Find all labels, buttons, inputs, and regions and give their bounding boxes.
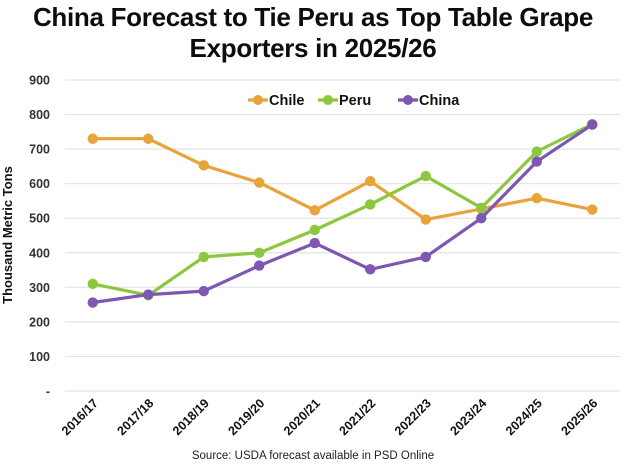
x-tick-label: 2017/18 <box>115 396 157 438</box>
x-tick-label: 2024/25 <box>503 396 545 438</box>
y-tick-label: 300 <box>29 281 50 295</box>
x-tick-label: 2022/23 <box>392 396 434 438</box>
series-lines <box>87 119 598 308</box>
y-axis-ticks: - 100 200 300 400 500 600 700 800 900 <box>29 74 50 399</box>
chart-title-line-1: China Forecast to Tie Peru as Top Table … <box>32 2 594 32</box>
data-point-chile <box>531 192 542 204</box>
y-tick-label: 800 <box>29 108 50 122</box>
data-point-china <box>476 213 487 224</box>
series-line-peru <box>91 122 594 297</box>
x-tick-label: 2023/24 <box>448 396 490 438</box>
y-tick-label: 700 <box>29 143 50 157</box>
chart-title-line-2: Exporters in 2025/26 <box>189 33 437 63</box>
x-axis-ticks: 2016/17 2017/18 2018/19 2019/20 2020/21 2021/… <box>59 396 600 438</box>
y-tick-label: 400 <box>29 246 50 260</box>
legend-marker-icon <box>253 95 263 105</box>
data-point-peru <box>365 199 376 210</box>
data-point-china <box>365 264 376 275</box>
y-tick-label: 600 <box>29 177 50 191</box>
data-point-chile <box>143 133 154 144</box>
data-point-china <box>143 289 154 300</box>
x-tick-label: 2018/19 <box>170 396 212 438</box>
data-point-chile <box>420 214 431 225</box>
data-point-china <box>254 260 265 271</box>
legend: Chile Peru China <box>248 93 460 109</box>
y-tick-label: - <box>46 385 50 399</box>
chart-title: China Forecast to Tie Peru as Top Table … <box>0 2 626 64</box>
data-point-china <box>420 251 431 263</box>
y-tick-label: 900 <box>29 74 50 88</box>
data-point-chile <box>587 204 598 215</box>
y-axis-label: Thousand Metric Tons <box>0 166 15 304</box>
y-tick-label: 100 <box>29 350 50 364</box>
data-point-china <box>587 119 598 130</box>
legend-label: Peru <box>339 93 371 109</box>
legend-item-chile: Chile <box>248 93 304 109</box>
data-point-peru <box>420 170 431 182</box>
series-china <box>87 119 598 308</box>
data-point-chile <box>198 160 209 171</box>
data-point-peru <box>198 251 209 263</box>
gridlines <box>65 79 620 392</box>
x-tick-label: 2025/26 <box>559 396 601 438</box>
x-tick-label: 2019/20 <box>226 396 268 438</box>
data-point-peru <box>476 202 487 214</box>
data-point-china <box>198 285 209 297</box>
series-line-chile <box>91 137 594 222</box>
data-point-china <box>87 297 98 308</box>
x-tick-label: 2016/17 <box>59 396 101 438</box>
series-line-china <box>91 122 594 305</box>
data-point-china <box>531 156 542 167</box>
data-point-chile <box>87 133 98 144</box>
data-point-chile <box>309 205 320 216</box>
legend-item-china: China <box>398 93 460 109</box>
data-point-chile <box>254 177 265 188</box>
data-point-peru <box>254 247 265 258</box>
data-point-china <box>309 237 320 249</box>
data-point-peru <box>87 278 98 290</box>
legend-marker-icon <box>403 95 413 105</box>
y-tick-label: 500 <box>29 212 50 226</box>
source-note: Source: USDA forecast available in PSD O… <box>191 450 435 462</box>
data-point-peru <box>531 146 542 157</box>
legend-marker-icon <box>323 95 333 105</box>
data-point-peru <box>309 224 320 236</box>
data-point-chile <box>365 176 376 187</box>
legend-label: China <box>419 93 460 109</box>
y-tick-label: 200 <box>29 315 50 329</box>
x-tick-label: 2021/22 <box>337 396 379 438</box>
legend-item-peru: Peru <box>318 93 371 109</box>
x-tick-label: 2020/21 <box>281 396 323 438</box>
legend-label: Chile <box>269 93 304 109</box>
